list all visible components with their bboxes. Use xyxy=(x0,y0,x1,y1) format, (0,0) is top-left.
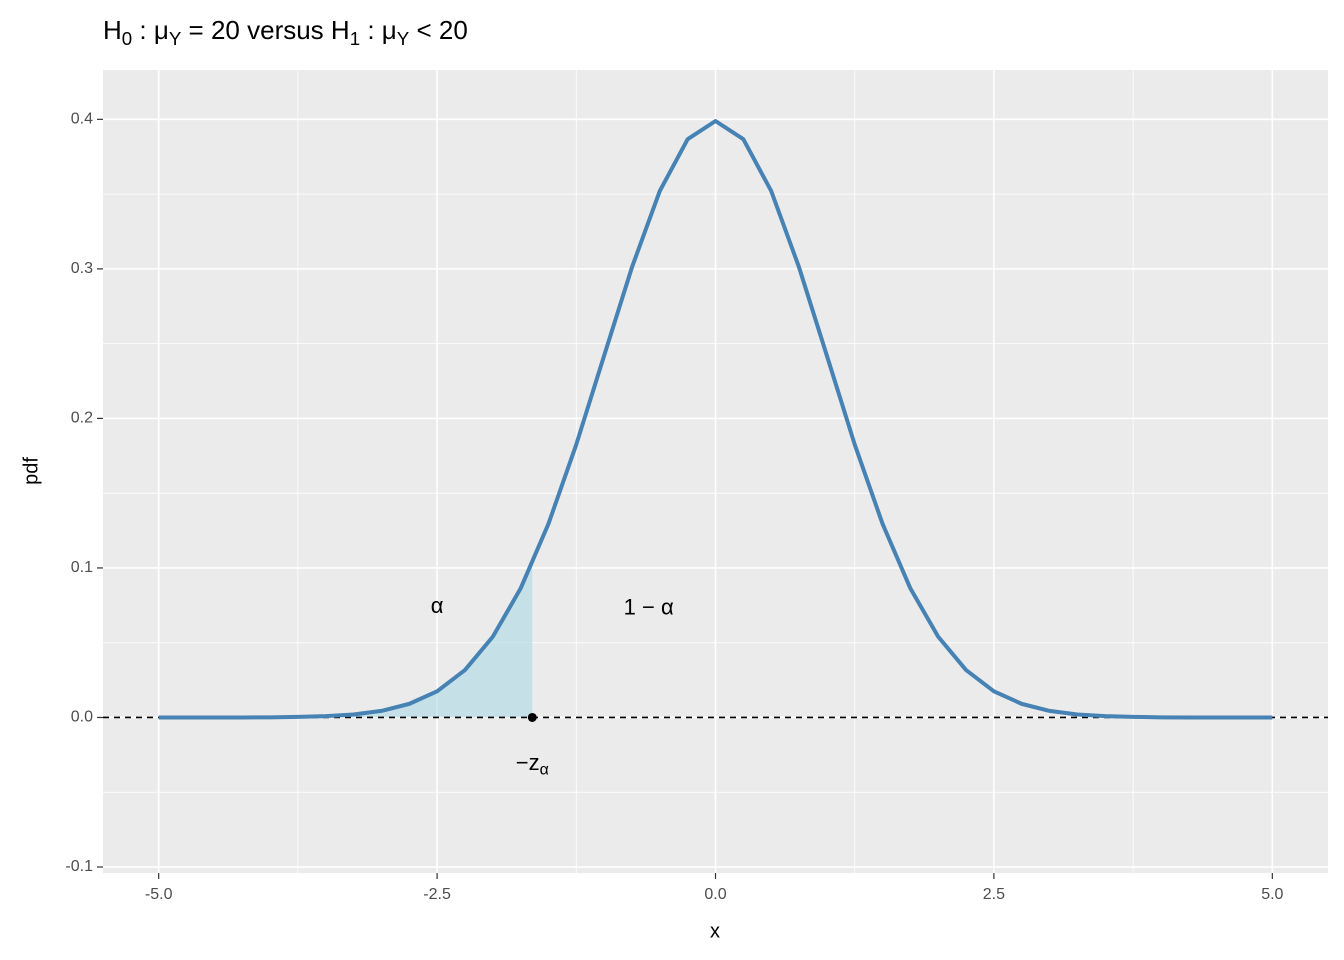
text-part: 1 − α xyxy=(624,594,674,619)
text-part: −z xyxy=(516,750,540,775)
grid xyxy=(103,70,1328,873)
pdf-curve xyxy=(158,118,1273,720)
subscript: 0 xyxy=(122,28,132,49)
x-tick-label: 5.0 xyxy=(1261,886,1283,903)
subscript: Y xyxy=(169,28,182,49)
subscript: 1 xyxy=(350,28,360,49)
x-tick-label: -5.0 xyxy=(145,886,173,903)
x-tick-label: -2.5 xyxy=(423,886,451,903)
subscript: α xyxy=(540,762,549,779)
y-tick-label: 0.3 xyxy=(71,260,93,277)
text-part: < 20 xyxy=(409,15,468,45)
annotation: 1 − α xyxy=(624,594,674,619)
critical-point xyxy=(527,712,537,722)
text-part: : μ xyxy=(360,15,397,45)
y-axis-label: pdf xyxy=(20,457,42,485)
y-tick-label: -0.1 xyxy=(65,858,93,875)
y-tick-label: 0.2 xyxy=(71,410,93,427)
annotation: α xyxy=(431,593,444,618)
y-tick-label: 0.4 xyxy=(71,111,93,128)
chart-title: H0 : μY = 20 versus H1 : μY < 20 xyxy=(103,15,468,49)
x-tick-label: 2.5 xyxy=(983,886,1005,903)
y-tick-label: 0.1 xyxy=(71,559,93,576)
annotation: −zα xyxy=(516,750,549,779)
x-axis-label: x xyxy=(710,920,720,942)
text-part: = 20 versus H xyxy=(181,15,349,45)
x-tick-label: 0.0 xyxy=(704,886,726,903)
text-part: : μ xyxy=(132,15,169,45)
subscript: Y xyxy=(397,28,410,49)
y-tick-label: 0.0 xyxy=(71,709,93,726)
shaded-area xyxy=(158,563,533,718)
text-part: α xyxy=(431,593,444,618)
text-part: H xyxy=(103,15,122,45)
